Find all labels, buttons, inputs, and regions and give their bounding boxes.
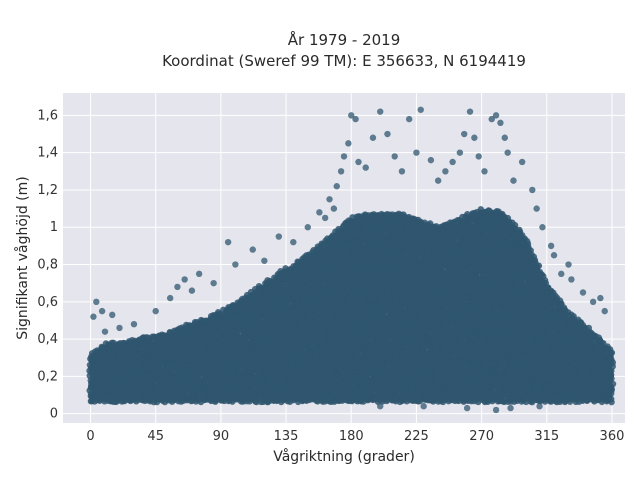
chart-title: År 1979 - 2019: [288, 30, 401, 49]
scatter-dense-cloud: [86, 206, 617, 406]
chart-subtitle: Koordinat (Sweref 99 TM): E 356633, N 61…: [162, 52, 526, 70]
